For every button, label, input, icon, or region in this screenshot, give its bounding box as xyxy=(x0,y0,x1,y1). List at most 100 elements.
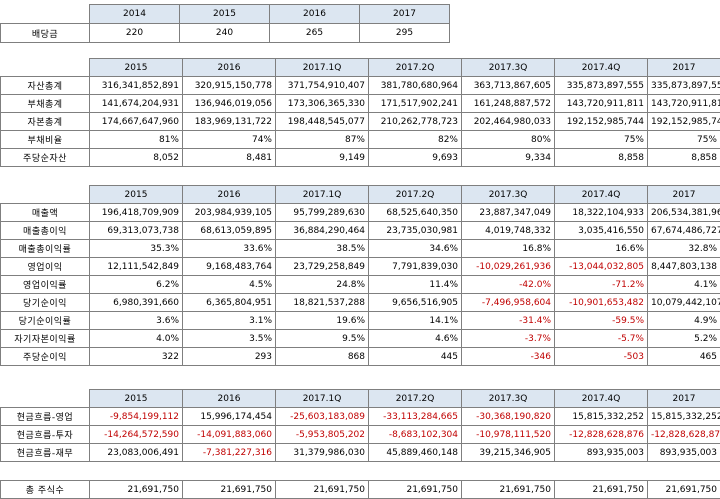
value-cell: -42.0% xyxy=(461,275,555,294)
value-cell: 3.6% xyxy=(89,311,183,330)
value-cell: -9,854,199,112 xyxy=(89,407,183,426)
value-cell: 23,887,347,049 xyxy=(461,203,555,222)
value-cell: 206,534,381,962 xyxy=(647,203,720,222)
column-header: 2017.2Q xyxy=(368,389,462,408)
value-cell: 9,149 xyxy=(275,148,369,167)
row-label: 매출총이익률 xyxy=(0,239,90,258)
value-cell: 9,693 xyxy=(368,148,462,167)
dividend-label: 배당금 xyxy=(0,23,90,43)
value-cell: 21,691,750 xyxy=(89,480,183,499)
value-cell: 335,873,897,555 xyxy=(647,76,720,95)
table-row: 자기자본이익률 4.0% 3.5% 9.5% 4.6% -3.7% -5.7% 5.2% xyxy=(0,329,720,348)
value-cell: -33,113,284,665 xyxy=(368,407,462,426)
shares-row: 총 주식수 21,691,750 21,691,750 21,691,750 21,69… xyxy=(0,480,720,499)
row-label: 당기순이익률 xyxy=(0,311,90,330)
value-cell: 15,815,332,252 xyxy=(647,407,720,426)
value-cell: 68,613,059,895 xyxy=(182,221,276,240)
column-header: 2017 xyxy=(647,389,720,408)
value-cell: 173,306,365,330 xyxy=(275,94,369,113)
column-header: 2017 xyxy=(647,185,720,204)
value-cell: -10,978,111,520 xyxy=(461,425,555,444)
column-header: 2015 xyxy=(89,58,183,77)
value-cell: 8,858 xyxy=(647,148,720,167)
value-cell: 183,969,131,722 xyxy=(182,112,276,131)
column-header: 2017 xyxy=(647,58,720,77)
value-cell: -30,368,190,820 xyxy=(461,407,555,426)
row-label: 주당순자산 xyxy=(0,148,90,167)
dividend-year-2016: 2016 xyxy=(269,4,360,24)
table-row: 부채총계 141,674,204,931 136,946,019,056 173,30… xyxy=(0,94,720,113)
value-cell: -31.4% xyxy=(461,311,555,330)
value-cell: 198,448,545,077 xyxy=(275,112,369,131)
value-cell: -7,381,227,316 xyxy=(182,443,276,462)
dividend-value: 265 xyxy=(269,23,360,43)
dividend-year-2015: 2015 xyxy=(179,4,270,24)
table-row: 매출액 196,418,709,909 203,984,939,105 95,799,… xyxy=(0,203,720,222)
value-cell: -10,901,653,482 xyxy=(554,293,648,312)
column-header: 2017.3Q xyxy=(461,185,555,204)
value-cell: 32.8% xyxy=(647,239,720,258)
row-label: 당기순이익 xyxy=(0,293,90,312)
column-header: 2017.3Q xyxy=(461,58,555,77)
value-cell: 3.5% xyxy=(182,329,276,348)
value-cell: 8,481 xyxy=(182,148,276,167)
value-cell: 15,996,174,454 xyxy=(182,407,276,426)
value-cell: 363,713,867,605 xyxy=(461,76,555,95)
value-cell: 39,215,346,905 xyxy=(461,443,555,462)
corner-cell xyxy=(1,59,90,77)
dividend-year-2014: 2014 xyxy=(89,4,180,24)
value-cell: 33.6% xyxy=(182,239,276,258)
value-cell: 893,935,003 xyxy=(554,443,648,462)
value-cell: 4.1% xyxy=(647,275,720,294)
value-cell: 9,656,516,905 xyxy=(368,293,462,312)
value-cell: 210,262,778,723 xyxy=(368,112,462,131)
column-header: 2017.2Q xyxy=(368,58,462,77)
value-cell: 36,884,290,464 xyxy=(275,221,369,240)
value-cell: -346 xyxy=(461,347,555,366)
value-cell: -71.2% xyxy=(554,275,648,294)
value-cell: 4.0% xyxy=(89,329,183,348)
dividend-value: 220 xyxy=(89,23,180,43)
value-cell: 75% xyxy=(554,130,648,149)
column-header: 2017.2Q xyxy=(368,185,462,204)
table-row: 자본총계 174,667,647,960 183,969,131,722 198,44… xyxy=(0,112,720,131)
value-cell: 8,858 xyxy=(554,148,648,167)
value-cell: 82% xyxy=(368,130,462,149)
value-cell: 174,667,647,960 xyxy=(89,112,183,131)
table-row: 현금흐름-영업 -9,854,199,112 15,996,174,454 -25,6… xyxy=(0,407,720,426)
value-cell: 143,720,911,811 xyxy=(554,94,648,113)
dividend-value: 240 xyxy=(179,23,270,43)
value-cell: 21,691,750 xyxy=(461,480,555,499)
value-cell: 445 xyxy=(368,347,462,366)
value-cell: 16.8% xyxy=(461,239,555,258)
value-cell: 45,889,460,148 xyxy=(368,443,462,462)
table-row: 영업이익률 6.2% 4.5% 24.8% 11.4% -42.0% -71.2% 4.1% xyxy=(0,275,720,294)
row-label: 총 주식수 xyxy=(0,480,90,499)
dividend-year-2017: 2017 xyxy=(359,4,450,24)
value-cell: 293 xyxy=(182,347,276,366)
value-cell: 67,674,486,727 xyxy=(647,221,720,240)
column-header: 2015 xyxy=(89,185,183,204)
table-row: 현금흐름-재무 23,083,006,491 -7,381,227,316 31,37… xyxy=(0,443,720,462)
column-header: 2016 xyxy=(182,389,276,408)
value-cell: -12,828,628,876 xyxy=(554,425,648,444)
value-cell: -13,044,032,805 xyxy=(554,257,648,276)
value-cell: 34.6% xyxy=(368,239,462,258)
row-label: 영업이익률 xyxy=(0,275,90,294)
row-label: 매출액 xyxy=(0,203,90,222)
row-label: 자본총계 xyxy=(0,112,90,131)
value-cell: 95,799,289,630 xyxy=(275,203,369,222)
column-header: 2015 xyxy=(89,389,183,408)
value-cell: 320,915,150,778 xyxy=(182,76,276,95)
value-cell: -14,264,572,590 xyxy=(89,425,183,444)
table-row: 당기순이익 6,980,391,660 6,365,804,951 18,821,53… xyxy=(0,293,720,312)
value-cell: 192,152,985,744 xyxy=(647,112,720,131)
table-row: 매출총이익률 35.3% 33.6% 38.5% 34.6% 16.8% 16.6% 32.8… xyxy=(0,239,720,258)
corner-cell xyxy=(1,186,90,204)
value-cell: -59.5% xyxy=(554,311,648,330)
column-header: 2017.1Q xyxy=(275,389,369,408)
table-row: 주당순이익 322 293 868 445 -346 -503 465 xyxy=(0,347,720,366)
value-cell: 141,674,204,931 xyxy=(89,94,183,113)
value-cell: 868 xyxy=(275,347,369,366)
income-statement-table: 2015 2016 2017.1Q 2017.2Q 2017.3Q 2017.4Q 2017… xyxy=(0,185,720,366)
